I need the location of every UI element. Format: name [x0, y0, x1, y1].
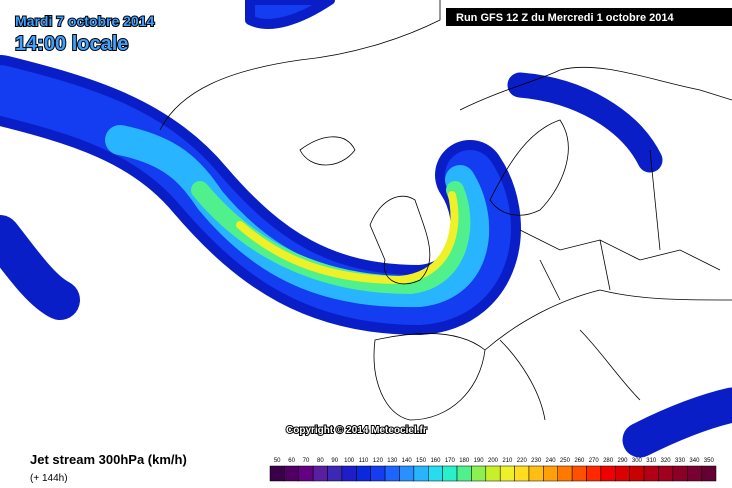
colorbar-label: 340 [689, 458, 700, 464]
color-swatch [456, 465, 472, 482]
colorbar-label: 280 [603, 458, 614, 464]
jet-stream [0, 0, 732, 458]
color-swatch [341, 465, 357, 482]
colorbar-label: 290 [617, 458, 628, 464]
map-background [0, 0, 732, 446]
colorbar-label: 270 [589, 458, 600, 464]
color-swatch [586, 465, 602, 482]
colorbar-label: 200 [488, 458, 499, 464]
colorbar-label: 190 [474, 458, 485, 464]
colorbar-label: 80 [317, 458, 324, 464]
color-swatch [413, 465, 429, 482]
colorbar-label: 220 [517, 458, 528, 464]
legend-title: Jet stream 300hPa (km/h) [30, 452, 187, 467]
color-swatch [629, 465, 645, 482]
color-swatch [615, 465, 630, 482]
color-swatch [428, 465, 443, 482]
colorbar-label: 140 [402, 458, 413, 464]
colorbar-label: 60 [288, 458, 295, 464]
colorbar-label: 320 [661, 458, 672, 464]
color-swatch [672, 465, 688, 482]
color-swatch [370, 465, 386, 482]
colorbar-label: 150 [416, 458, 427, 464]
color-swatch [543, 465, 558, 482]
color-swatch [600, 465, 616, 482]
run-info: Run GFS 12 Z du Mercredi 1 octobre 2014 [456, 12, 674, 24]
colorbar-label: 130 [387, 458, 398, 464]
colorbar: 50 60 70 80 90 100 110 120 130 140 150 160 170 180 190… [269, 458, 717, 482]
colorbar-label: 250 [560, 458, 571, 464]
colorbar-label: 310 [646, 458, 657, 464]
colorbar-label: 260 [574, 458, 585, 464]
color-swatch [571, 465, 587, 482]
colorbar-label: 90 [331, 458, 338, 464]
color-swatch [269, 465, 285, 482]
colorbar-label: 160 [430, 458, 441, 464]
color-swatch [312, 465, 328, 482]
colorbar-label: 170 [445, 458, 456, 464]
color-swatch [298, 465, 314, 482]
color-swatch [528, 465, 544, 482]
color-swatch [514, 465, 530, 482]
colorbar-label: 240 [546, 458, 557, 464]
color-swatch [658, 465, 674, 482]
colorbar-label: 300 [632, 458, 643, 464]
color-swatch [557, 465, 573, 482]
colorbar-label: 230 [531, 458, 542, 464]
colorbar-label: 50 [274, 458, 281, 464]
run-box [446, 8, 732, 26]
color-swatch [399, 465, 415, 482]
colorbar-label: 210 [502, 458, 513, 464]
color-swatch [471, 465, 487, 482]
colorbar-label: 70 [303, 458, 310, 464]
color-swatch [643, 465, 659, 482]
coastlines [159, 0, 732, 421]
colorbar-label: 120 [373, 458, 384, 464]
color-swatch [442, 465, 458, 482]
colorbar-label: 180 [459, 458, 470, 464]
color-swatch [384, 465, 400, 482]
color-swatch [356, 465, 371, 482]
color-swatch [701, 465, 717, 482]
colorbar-label: 110 [359, 458, 369, 464]
colorbar-label: 350 [704, 458, 715, 464]
colorbar-label: 330 [675, 458, 686, 464]
colorbar-label: 100 [344, 458, 355, 464]
color-swatch [284, 465, 300, 482]
color-swatch [485, 465, 501, 482]
color-swatch [686, 465, 702, 482]
color-swatch [327, 465, 343, 482]
date: Mardi 7 octobre 2014 [15, 13, 154, 29]
time: 14:00 locale [15, 33, 128, 55]
copyright: Copyright © 2014 Meteociel.fr [286, 425, 427, 436]
legend-lead: (+ 144h) [30, 473, 68, 484]
color-swatch [499, 465, 515, 482]
